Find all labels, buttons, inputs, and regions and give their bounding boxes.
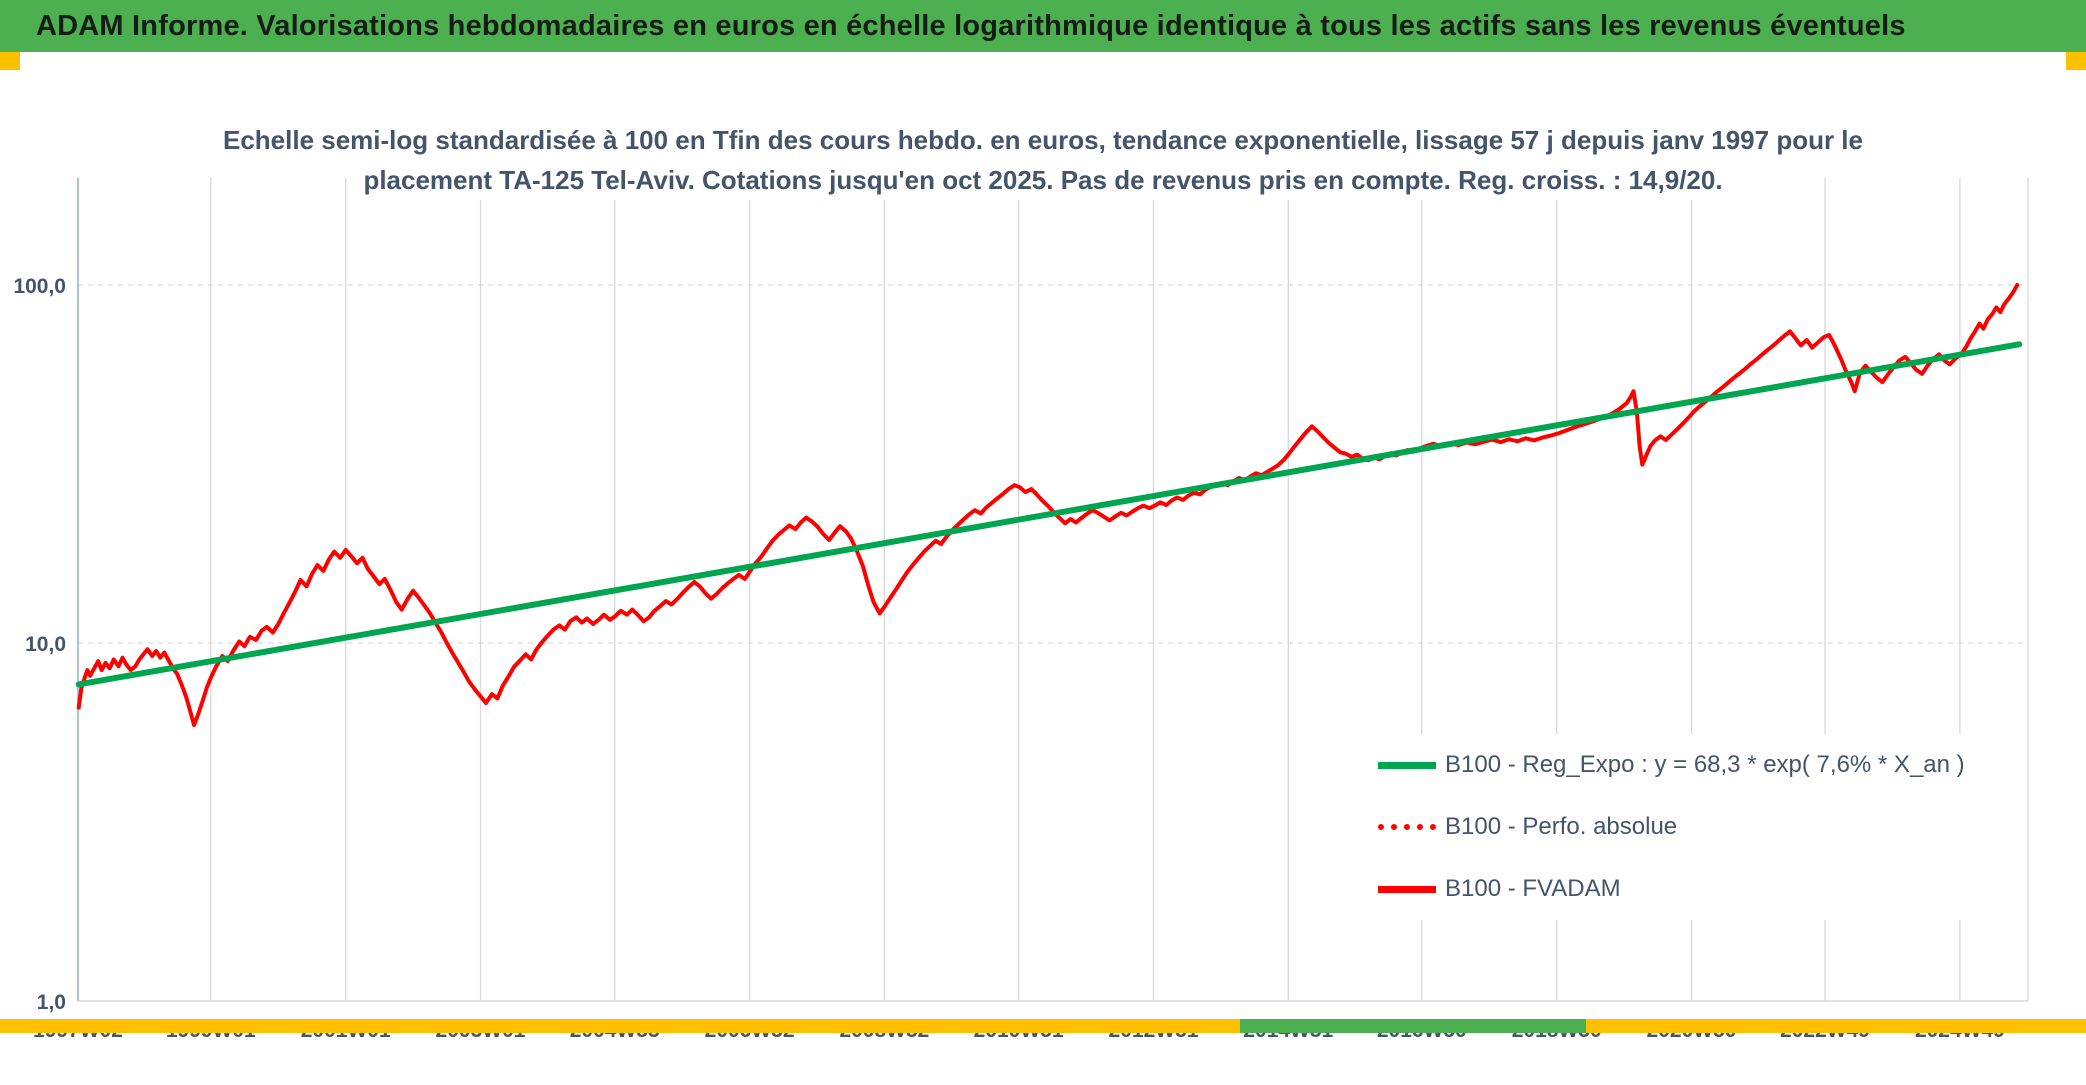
plot-svg: 1,010,0100,01997W021999W012001W012003W01… [13,178,2029,1042]
legend-label-fvadam: B100 - FVADAM [1445,875,1621,902]
series-line-b100-fvadam [76,283,2020,727]
legend-row-regression: B100 - Reg_Expo : y = 68,3 * exp( 7,6% *… [1378,734,1965,796]
y-tick-label: 100,0 [13,275,66,298]
chart-title-line1: Echelle semi-log standardisée à 100 en T… [212,120,1873,160]
y-tick-label: 10,0 [25,633,66,656]
page: { "banner": { "title": "ADAM Informe. Va… [0,0,2086,1042]
chart-title-line2: placement TA-125 Tel-Aviv. Cotations jus… [353,160,1733,200]
left-accent-square [0,52,20,70]
chart-area: 1,010,0100,01997W021999W012001W012003W01… [0,52,2086,1042]
fvadam-line-sample-icon [1378,885,1436,893]
dotted-line-sample-icon [1378,824,1436,830]
right-accent-square [2066,52,2086,70]
legend-label-regression: B100 - Reg_Expo : y = 68,3 * exp( 7,6% *… [1445,751,1965,778]
bottom-strip-green [1240,1019,1586,1033]
series-line-b100-reg-expo [75,341,2023,688]
chart-title: Echelle semi-log standardisée à 100 en T… [0,120,2086,200]
bottom-strip-gold-right [1586,1019,2086,1033]
legend-row-perfo-absolue: B100 - Perfo. absolue [1378,796,1965,858]
legend-row-fvadam: B100 - FVADAM [1378,858,1965,920]
legend: B100 - Reg_Expo : y = 68,3 * exp( 7,6% *… [1378,734,1965,920]
page-background: ADAM Informe. Valorisations hebdomadaire… [0,0,2086,1042]
bottom-strip-gold-left [0,1019,1240,1033]
y-tick-label: 1,0 [37,991,66,1014]
regression-line-sample-icon [1378,761,1436,769]
banner: ADAM Informe. Valorisations hebdomadaire… [0,0,2086,52]
banner-title: ADAM Informe. Valorisations hebdomadaire… [36,9,1906,42]
legend-label-perfo-absolue: B100 - Perfo. absolue [1445,813,1678,840]
bottom-accent-strip [0,1019,2086,1033]
